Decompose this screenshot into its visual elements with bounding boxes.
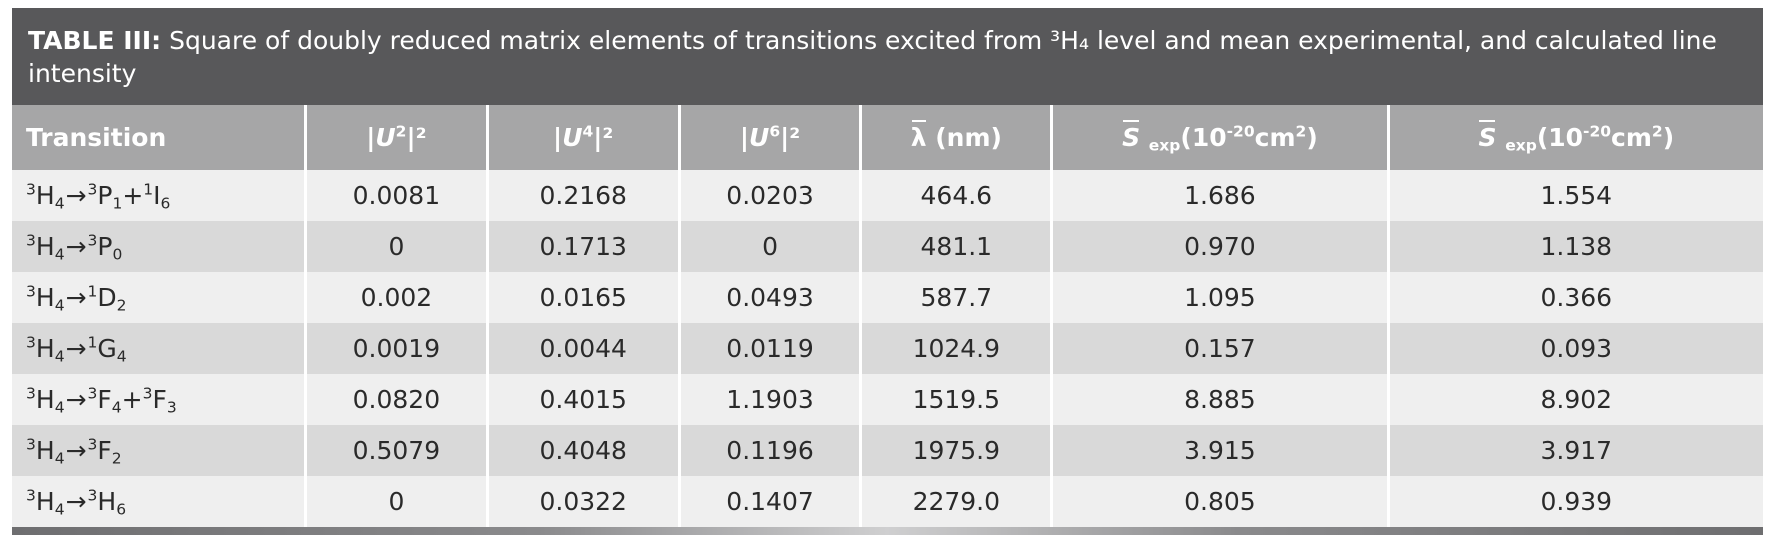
table-row: 3H4→1G4 0.0019 0.0044 0.0119 1024.9 0.157 0.09… [12,323,1763,374]
table-row: 3H4→3H6 0 0.0322 0.1407 2279.0 0.805 0.939 [12,476,1763,527]
cell-lambda: 587.7 [859,272,1052,323]
table-row: 3H4→3F2 0.5079 0.4048 0.1196 1975.9 3.915 3.91… [12,425,1763,476]
cell-transition: 3H4→3H6 [12,476,306,527]
cell-lambda: 1024.9 [859,323,1052,374]
header-s-exp: S exp(10-20cm2) [1050,105,1389,170]
cell-u6: 0 [677,221,861,272]
cell-u4: 0.2168 [485,170,680,221]
cell-lambda: 1975.9 [859,425,1052,476]
header-s-calc: S exp(10-20cm2) [1386,105,1763,170]
cell-u4: 0.4015 [485,374,680,425]
table-body: 3H4→3P1+1I6 0.0081 0.2168 0.0203 464.6 1.686 1… [12,170,1763,527]
cell-s-calc: 0.093 [1386,323,1763,374]
cell-u2: 0 [304,476,488,527]
cell-u2: 0.0019 [304,323,488,374]
cell-u6: 0.0203 [677,170,861,221]
table-row: 3H4→3P1+1I6 0.0081 0.2168 0.0203 464.6 1.686 1… [12,170,1763,221]
cell-u6: 0.0119 [677,323,861,374]
cell-u4: 0.0322 [485,476,680,527]
cell-transition: 3H4→1G4 [12,323,306,374]
cell-u2: 0 [304,221,488,272]
cell-u6: 1.1903 [677,374,861,425]
cell-u4: 0.0165 [485,272,680,323]
data-table: Transition |U2|² |U4|² |U6|² λ (nm) S ex… [12,105,1763,527]
header-u4: |U4|² [485,105,680,170]
cell-transition: 3H4→3P0 [12,221,306,272]
cell-lambda: 1519.5 [859,374,1052,425]
table-row: 3H4→1D2 0.002 0.0165 0.0493 587.7 1.095 0.366 [12,272,1763,323]
cell-s-calc: 1.138 [1386,221,1763,272]
cell-s-exp: 8.885 [1050,374,1389,425]
cell-transition: 3H4→3F2 [12,425,306,476]
cell-lambda: 2279.0 [859,476,1052,527]
cell-s-exp: 0.805 [1050,476,1389,527]
header-row: Transition |U2|² |U4|² |U6|² λ (nm) S ex… [12,105,1763,170]
header-lambda: λ (nm) [859,105,1052,170]
cell-u2: 0.5079 [304,425,488,476]
cell-u2: 0.0081 [304,170,488,221]
cell-u2: 0.002 [304,272,488,323]
cell-s-exp: 3.915 [1050,425,1389,476]
cell-lambda: 464.6 [859,170,1052,221]
cell-s-calc: 8.902 [1386,374,1763,425]
data-table-container: TABLE III: Square of doubly reduced matr… [12,8,1763,535]
cell-u4: 0.4048 [485,425,680,476]
cell-s-exp: 1.686 [1050,170,1389,221]
table-bottom-rule [12,527,1763,535]
cell-lambda: 481.1 [859,221,1052,272]
header-u6: |U6|² [677,105,861,170]
header-transition: Transition [12,105,306,170]
cell-u6: 0.1196 [677,425,861,476]
cell-s-calc: 0.939 [1386,476,1763,527]
cell-u4: 0.1713 [485,221,680,272]
cell-s-exp: 0.970 [1050,221,1389,272]
cell-s-calc: 1.554 [1386,170,1763,221]
cell-u4: 0.0044 [485,323,680,374]
caption-text: Square of doubly reduced matrix elements… [28,26,1717,88]
table-row: 3H4→3F4+3F3 0.0820 0.4015 1.1903 1519.5 8.885… [12,374,1763,425]
cell-s-calc: 3.917 [1386,425,1763,476]
caption-label: TABLE III: [28,26,162,55]
cell-s-exp: 0.157 [1050,323,1389,374]
header-u2: |U2|² [304,105,488,170]
cell-u2: 0.0820 [304,374,488,425]
cell-transition: 3H4→1D2 [12,272,306,323]
cell-u6: 0.0493 [677,272,861,323]
table-row: 3H4→3P0 0 0.1713 0 481.1 0.970 1.138 [12,221,1763,272]
cell-s-calc: 0.366 [1386,272,1763,323]
cell-transition: 3H4→3P1+1I6 [12,170,306,221]
cell-transition: 3H4→3F4+3F3 [12,374,306,425]
cell-u6: 0.1407 [677,476,861,527]
cell-s-exp: 1.095 [1050,272,1389,323]
table-caption: TABLE III: Square of doubly reduced matr… [12,8,1763,105]
